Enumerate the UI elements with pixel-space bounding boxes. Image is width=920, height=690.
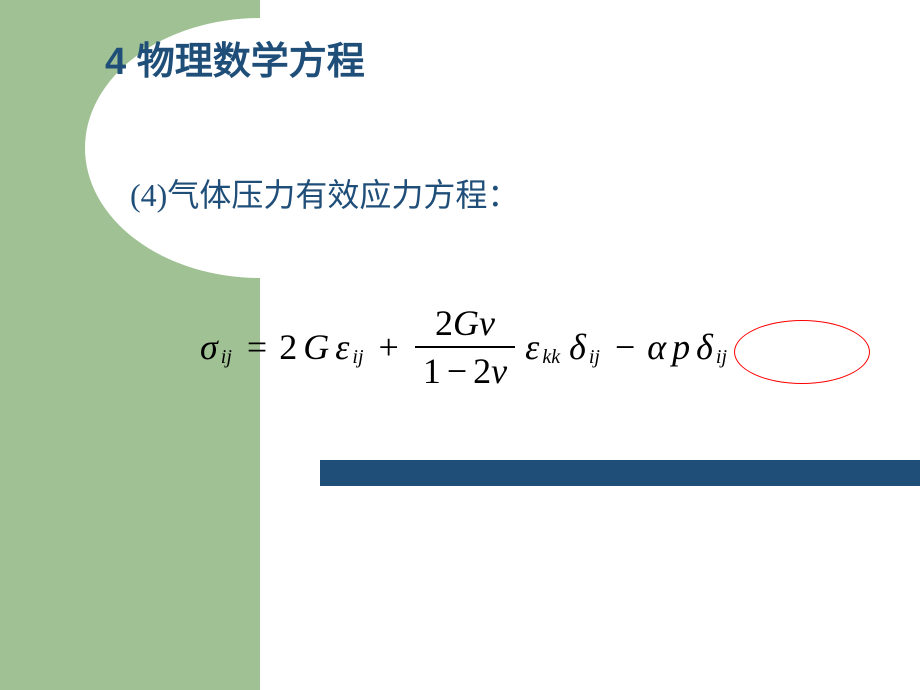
eq-sigma: σ [200,326,218,368]
eq-equals: = [247,326,267,368]
eq-eps2: ε [525,326,539,368]
eq-sub-ij2: ij [352,346,363,369]
slide-title: 4 物理数学方程 [105,30,365,85]
eq-delta1: δ [569,326,586,368]
decorative-bar [320,460,920,486]
eq-p: p [672,326,690,368]
eq-delta2: δ [696,326,713,368]
eq-minus1: − [447,351,467,391]
eq-minus2: − [615,326,635,368]
eq-G1: G [303,326,329,368]
eq-sub-ij4: ij [716,346,727,369]
eq-G2: G [453,303,479,343]
eq-sub-ij3: ij [589,346,600,369]
eq-nu: ν [479,303,495,343]
eq-sub-ij1: ij [221,346,232,369]
eq-two1: 2 [279,326,297,368]
slide-subtitle: (4)气体压力有效应力方程： [130,170,519,216]
eq-sub-kk: kk [542,346,560,369]
eq-plus: + [379,326,399,368]
eq-eps1: ε [335,326,349,368]
eq-v: v [491,351,507,391]
eq-two2: 2 [435,303,453,343]
eq-fraction: 2Gν 1−2v [415,300,515,394]
eq-alpha: α [647,326,666,368]
equation: σij = 2Gεij + 2Gν 1−2v εkkδij − αpδij [200,300,900,440]
eq-two3: 2 [473,351,491,391]
eq-one: 1 [423,351,441,391]
